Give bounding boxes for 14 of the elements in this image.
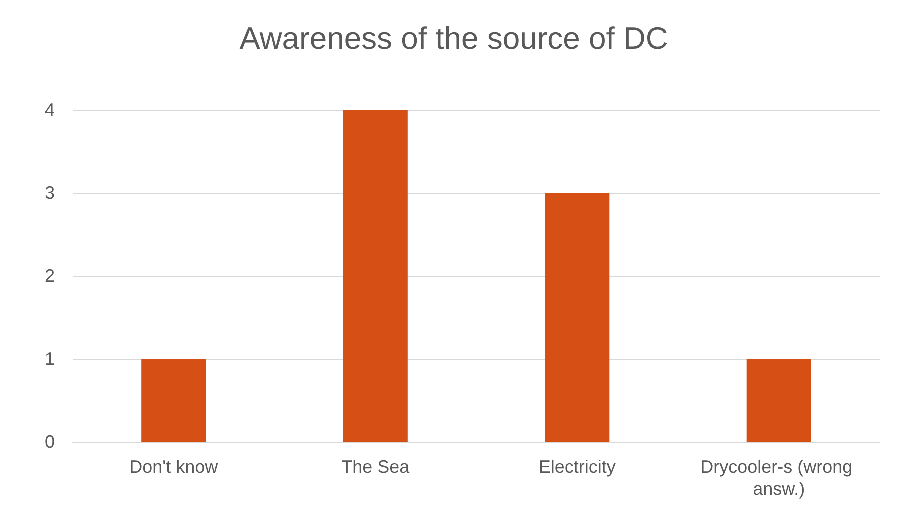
chart-title: Awareness of the source of DC <box>240 21 668 56</box>
x-tick-label: Don't know <box>130 457 220 477</box>
bar <box>142 359 206 442</box>
x-tick-label: Electricity <box>538 457 616 477</box>
y-tick-label: 3 <box>44 183 55 203</box>
bar <box>545 193 610 442</box>
y-tick-label: 2 <box>44 266 55 286</box>
bar <box>343 110 408 442</box>
y-tick-label: 4 <box>44 100 55 120</box>
x-tick-label: Drycooler-s (wrong answ.) <box>700 457 858 499</box>
y-tick-label: 1 <box>44 349 55 369</box>
y-tick-label: 0 <box>44 432 55 452</box>
bar <box>746 359 812 442</box>
x-tick-label: The Sea <box>342 457 411 477</box>
